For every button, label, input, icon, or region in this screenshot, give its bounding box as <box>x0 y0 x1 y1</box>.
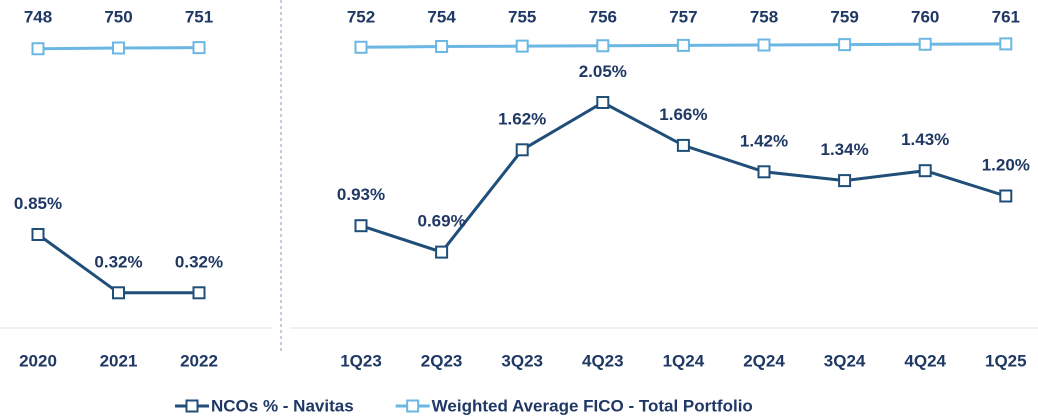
data-label: 755 <box>508 7 536 26</box>
x-tick-label: 1Q24 <box>663 351 705 370</box>
data-label: 1.43% <box>901 130 949 149</box>
data-label: 758 <box>750 7 778 26</box>
x-tick-label: 2021 <box>100 351 138 370</box>
data-label: 0.85% <box>14 194 62 213</box>
legend-marker <box>406 399 420 413</box>
data-label: 1.34% <box>820 140 868 159</box>
point-marker <box>31 42 45 56</box>
point-marker <box>676 38 690 52</box>
point-marker <box>435 245 449 259</box>
data-label: 751 <box>185 7 213 26</box>
point-marker <box>112 286 125 300</box>
point-marker <box>918 164 932 178</box>
legend: NCOs % - Navitas Weighted Average FICO - … <box>175 396 753 415</box>
data-label: 754 <box>427 7 456 26</box>
point-marker <box>999 189 1013 203</box>
data-label: 0.69% <box>417 212 465 231</box>
point-marker <box>515 143 529 157</box>
point-marker <box>596 39 610 53</box>
data-label: 752 <box>347 7 375 26</box>
x-tick-label: 2Q24 <box>743 351 785 370</box>
data-label: 756 <box>589 7 617 26</box>
data-label: 1.66% <box>659 105 707 124</box>
point-marker <box>354 219 368 233</box>
data-label: 761 <box>992 7 1020 26</box>
x-tick-label: 3Q23 <box>501 351 543 370</box>
point-marker <box>192 286 206 300</box>
point-marker <box>838 174 852 188</box>
point-marker <box>31 228 45 241</box>
x-tick-label: 2022 <box>180 351 218 370</box>
point-marker <box>354 40 368 54</box>
x-tick-label: 1Q25 <box>985 351 1027 370</box>
data-label: 2.05% <box>579 62 627 81</box>
legend-label: Weighted Average FICO - Total Portfolio <box>432 396 753 415</box>
data-label: 0.32% <box>94 252 142 271</box>
point-marker <box>192 41 206 55</box>
point-marker <box>918 37 932 51</box>
data-label: 757 <box>669 7 697 26</box>
data-label: 748 <box>24 7 52 26</box>
data-label: 1.62% <box>498 109 546 128</box>
x-tick-label: 3Q24 <box>824 351 866 370</box>
legend-label: NCOs % - Navitas <box>211 396 354 415</box>
x-tick-label: 2Q23 <box>421 351 463 370</box>
point-marker <box>757 38 771 52</box>
point-marker <box>999 37 1013 51</box>
point-marker <box>435 40 449 54</box>
x-tick-label: 1Q23 <box>340 351 382 370</box>
data-label: 0.93% <box>337 185 385 204</box>
x-tick-label: 4Q24 <box>904 351 946 370</box>
point-marker <box>757 165 771 179</box>
x-tick-label: 2020 <box>19 351 57 370</box>
x-tick-label: 4Q23 <box>582 351 624 370</box>
data-label: 760 <box>911 7 939 26</box>
point-marker <box>515 39 529 53</box>
data-label: 1.42% <box>740 131 788 150</box>
data-label: 0.32% <box>175 252 223 271</box>
point-marker <box>676 138 690 152</box>
point-marker <box>596 96 610 109</box>
data-label: 759 <box>830 7 858 26</box>
legend-marker <box>185 399 199 413</box>
data-label: 1.20% <box>982 155 1030 174</box>
point-marker <box>838 38 852 52</box>
data-label: 750 <box>104 7 132 26</box>
point-marker <box>112 41 125 55</box>
